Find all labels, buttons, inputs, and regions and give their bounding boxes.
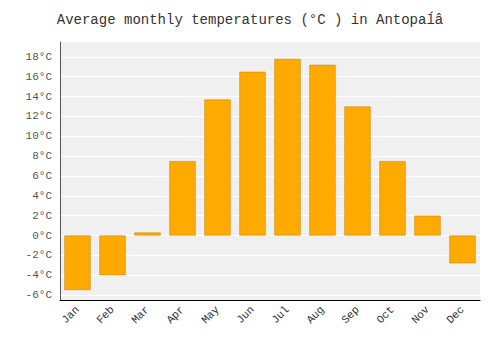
- svg-text:Mar: Mar: [129, 304, 151, 326]
- svg-text:Jun: Jun: [234, 304, 256, 326]
- svg-text:-2°C: -2°C: [26, 249, 53, 261]
- svg-text:Oct: Oct: [374, 304, 396, 326]
- svg-text:16°C: 16°C: [26, 71, 53, 83]
- svg-text:12°C: 12°C: [26, 110, 53, 122]
- svg-text:4°C: 4°C: [32, 190, 52, 202]
- svg-text:6°C: 6°C: [32, 170, 52, 182]
- svg-text:-6°C: -6°C: [26, 289, 53, 301]
- svg-text:2°C: 2°C: [32, 210, 52, 222]
- svg-text:0°C: 0°C: [32, 230, 52, 242]
- svg-text:18°C: 18°C: [26, 51, 53, 63]
- svg-text:Average monthly temperatures (: Average monthly temperatures (°C ) in An…: [57, 11, 443, 28]
- svg-text:10°C: 10°C: [26, 130, 53, 142]
- svg-text:May: May: [199, 303, 222, 326]
- svg-text:Jul: Jul: [269, 304, 291, 326]
- svg-text:Aug: Aug: [304, 304, 326, 326]
- svg-text:8°C: 8°C: [32, 150, 52, 162]
- svg-text:-4°C: -4°C: [26, 269, 53, 281]
- svg-text:14°C: 14°C: [26, 91, 53, 103]
- svg-text:Nov: Nov: [409, 303, 432, 326]
- svg-text:Jan: Jan: [59, 304, 81, 326]
- svg-text:Apr: Apr: [164, 304, 186, 326]
- svg-text:Sep: Sep: [339, 304, 361, 326]
- svg-text:Feb: Feb: [94, 304, 116, 326]
- svg-text:Dec: Dec: [444, 304, 466, 326]
